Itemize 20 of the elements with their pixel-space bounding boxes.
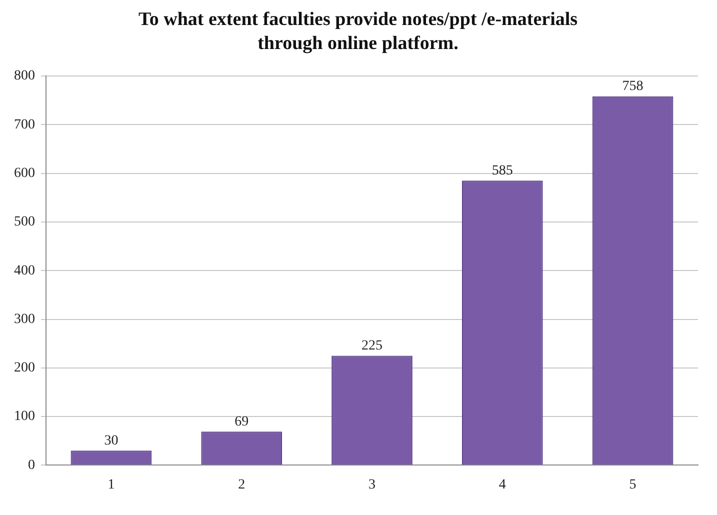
y-tick-label: 0 [28,458,35,473]
y-tick-label: 400 [14,263,35,278]
data-label: 30 [104,433,118,448]
data-label: 225 [362,338,382,354]
x-tick-label: 2 [238,477,246,492]
y-tick-label: 800 [14,68,35,84]
x-tick-label: 3 [368,477,376,492]
data-label: 585 [492,163,513,178]
y-tick-label: 300 [14,312,35,327]
y-tick-label: 500 [14,214,35,230]
y-tick-label: 700 [14,117,35,132]
data-label: 69 [234,414,249,430]
y-tick-label: 600 [14,166,35,181]
y-tick-label: 200 [14,360,35,376]
x-tick-label: 5 [629,477,636,492]
data-label: 758 [622,79,644,94]
x-tick-label: 1 [108,477,115,492]
chart-title: To what extent faculties provide notes/ppt /e-materials through online platform. [137,8,579,56]
y-tick-label: 100 [14,409,35,424]
x-tick-label: 4 [498,477,506,492]
